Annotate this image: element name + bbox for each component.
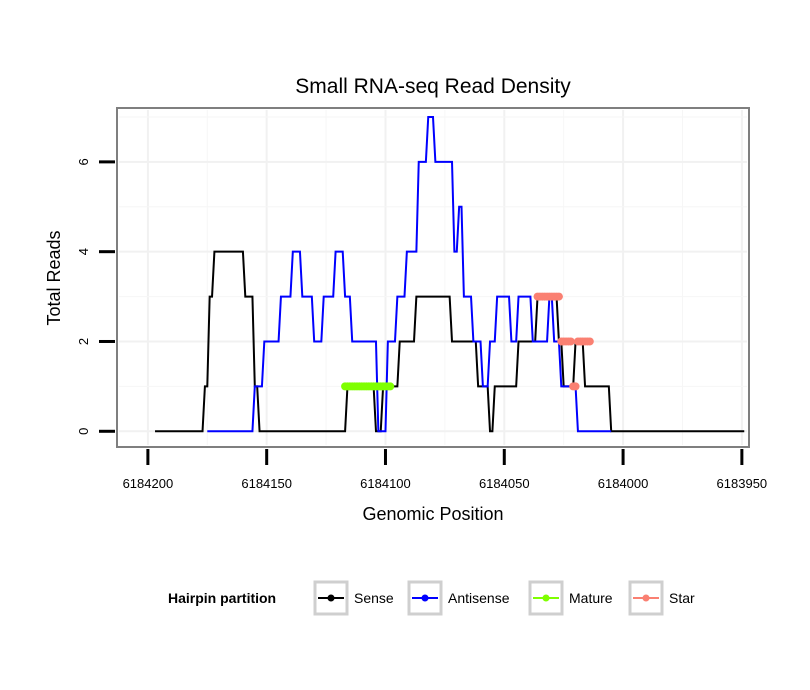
legend-key-point bbox=[542, 594, 550, 602]
y-tick-label: 0 bbox=[76, 428, 91, 435]
legend-item-mature: Mature bbox=[528, 580, 613, 616]
legend-label: Sense bbox=[354, 590, 394, 606]
point-star bbox=[566, 337, 575, 346]
legend-key-point bbox=[421, 594, 429, 602]
x-tick-label: 6184150 bbox=[241, 476, 292, 491]
series-layer bbox=[155, 115, 745, 433]
legend-key-point bbox=[642, 594, 650, 602]
point-star bbox=[585, 337, 594, 346]
x-tick-label: 6184100 bbox=[360, 476, 411, 491]
axes: 6184200 6184150 6184100 6184050 6184000 61839… bbox=[76, 158, 767, 491]
series-line-antisense bbox=[207, 115, 612, 433]
legend-item-star: Star bbox=[628, 580, 695, 616]
x-axis-label: Genomic Position bbox=[362, 504, 503, 524]
y-tick-label: 4 bbox=[76, 248, 91, 255]
legend: Hairpin partition Sense Antisense Mature St… bbox=[168, 580, 695, 616]
x-tick-label: 6184050 bbox=[479, 476, 530, 491]
y-tick-label: 2 bbox=[76, 338, 91, 345]
legend-key-point bbox=[327, 594, 335, 602]
legend-title: Hairpin partition bbox=[168, 590, 276, 606]
point-star bbox=[554, 292, 563, 301]
legend-label: Star bbox=[669, 590, 695, 606]
point-mature bbox=[386, 382, 395, 391]
x-tick-label: 6184000 bbox=[598, 476, 649, 491]
x-tick-label: 6184200 bbox=[123, 476, 174, 491]
legend-item-antisense: Antisense bbox=[407, 580, 510, 616]
point-star bbox=[571, 382, 580, 391]
legend-label: Antisense bbox=[448, 590, 510, 606]
x-tick-label: 6183950 bbox=[717, 476, 768, 491]
legend-label: Mature bbox=[569, 590, 613, 606]
chart-title: Small RNA-seq Read Density bbox=[295, 75, 571, 98]
legend-item-sense: Sense bbox=[313, 580, 394, 616]
y-tick-label: 6 bbox=[76, 158, 91, 165]
y-axis-label: Total Reads bbox=[44, 230, 64, 325]
plot-panel bbox=[116, 107, 750, 448]
